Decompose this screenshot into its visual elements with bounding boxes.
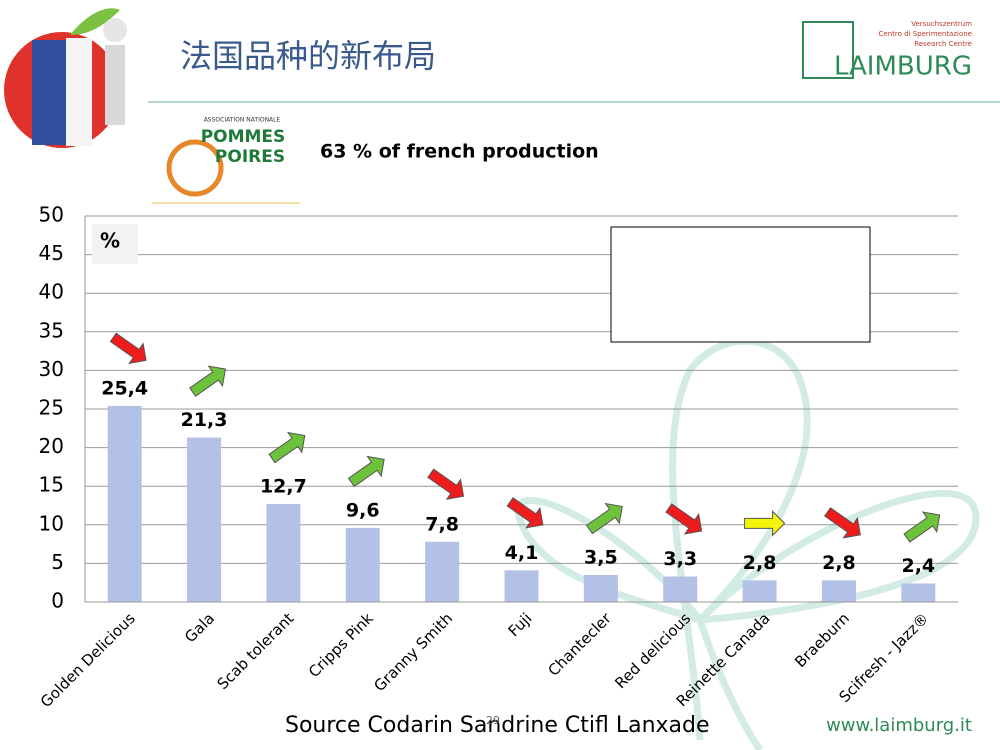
logo-text: POMMES	[201, 127, 286, 147]
x-tick-label: Golden Delicious	[37, 609, 139, 711]
trend-arrow	[665, 503, 703, 535]
y-tick-label: 40	[39, 280, 64, 304]
y-tick-label: 15	[39, 473, 64, 497]
logo-text: ASSOCIATION NATIONALE	[204, 117, 281, 124]
source-note: Source Codarin Sandrine Ctifl Lanxade	[285, 713, 710, 738]
y-tick-label: 10	[39, 511, 64, 535]
data-label: 2,8	[743, 552, 777, 574]
laimburg-logo: Versuchszentrum Centro di Sperimentazion…	[802, 20, 972, 82]
bar	[187, 437, 222, 602]
x-tick-label: Fuji	[505, 609, 536, 640]
data-label: 4,1	[505, 542, 539, 564]
y-tick-label: 25	[39, 396, 64, 420]
y-tick-label: 20	[39, 434, 64, 458]
trend-arrow	[189, 365, 227, 397]
data-label: 12,7	[260, 475, 307, 497]
trend-arrow	[427, 468, 465, 500]
data-label: 9,6	[346, 499, 380, 521]
logo-text: Centro di Sperimentazione	[879, 30, 972, 38]
y-label-box	[92, 224, 138, 264]
data-label: 25,4	[101, 377, 148, 399]
y-tick-label: 0	[51, 589, 64, 613]
bar	[266, 503, 301, 602]
legend-box	[610, 226, 871, 343]
trend-arrow	[585, 502, 623, 535]
trend-arrow	[347, 455, 385, 488]
pommes-poires-logo: ASSOCIATION NATIONALE POMMES POIRES	[152, 117, 300, 204]
x-tick-label: Granny Smith	[370, 609, 456, 695]
data-label: 7,8	[425, 513, 459, 535]
data-label: 3,5	[584, 546, 618, 568]
logo-text: Versuchszentrum	[911, 20, 972, 28]
trend-arrow	[744, 510, 786, 537]
y-tick-label: 50	[39, 203, 64, 227]
logo-text: Research Centre	[914, 40, 972, 48]
y-tick-label: 30	[39, 357, 64, 381]
slide-title: 法国品种的新布局	[180, 37, 436, 75]
x-tick-label: Red delicious	[611, 609, 694, 692]
data-label: 21,3	[181, 409, 228, 431]
logo-name: LAIMBURG	[834, 52, 972, 82]
bar	[583, 574, 618, 602]
trend-arrow	[824, 507, 861, 539]
bar	[504, 570, 539, 602]
trend-arrow	[109, 332, 147, 365]
y-tick-label: 45	[39, 241, 64, 265]
bar	[821, 580, 856, 602]
apple-illustration	[4, 8, 127, 148]
bar	[901, 583, 936, 602]
data-label: 2,8	[822, 552, 856, 574]
data-label: 3,3	[663, 548, 697, 570]
trend-arrow	[506, 497, 544, 529]
bar	[107, 405, 142, 602]
y-axis-label: %	[100, 229, 120, 253]
website: www.laimburg.it	[826, 715, 972, 736]
data-label: 2,4	[901, 555, 935, 577]
subtitle: 63 % of french production	[320, 141, 599, 163]
x-tick-label: Gala	[181, 609, 218, 646]
x-tick-label: Chantecler	[544, 609, 615, 680]
bar	[425, 541, 460, 602]
page-number: 29	[486, 714, 500, 727]
bar	[663, 576, 698, 602]
x-tick-label: Cripps Pink	[305, 609, 377, 681]
logo-text: POIRES	[215, 147, 285, 167]
y-tick-label: 5	[51, 550, 64, 574]
x-tick-label: Scab tolerant	[214, 609, 298, 693]
bar	[345, 527, 380, 602]
trend-arrow	[268, 431, 306, 464]
x-tick-label: Braeburn	[791, 609, 853, 671]
trend-arrow	[903, 511, 941, 543]
y-tick-label: 35	[39, 318, 64, 342]
bar	[742, 580, 777, 602]
